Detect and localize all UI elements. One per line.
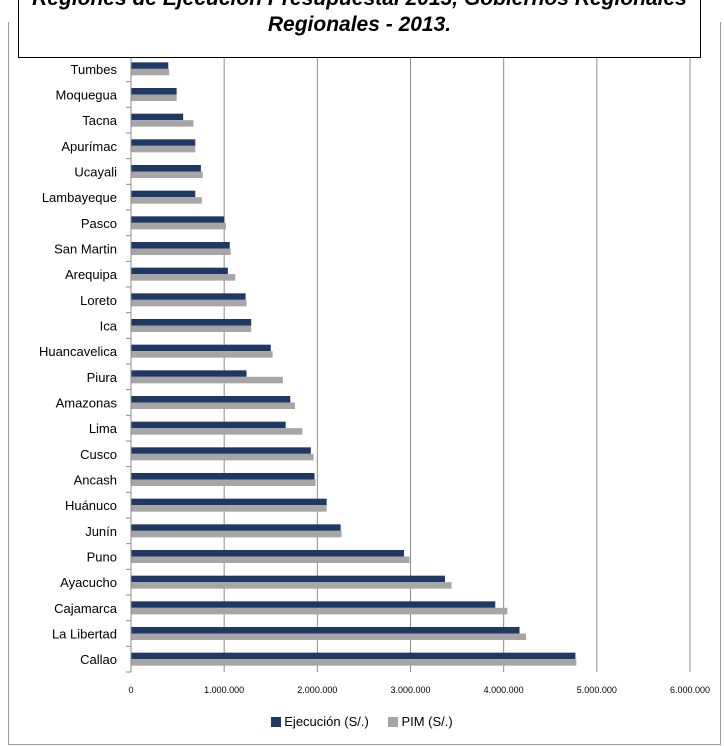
category-label: Callao <box>80 652 117 667</box>
category-label: Arequipa <box>65 267 118 282</box>
legend-item-pim: PIM (S/.) <box>388 714 453 729</box>
category-label: Huancavelica <box>39 344 118 359</box>
bar-ejecucion <box>131 113 184 121</box>
x-tick-label: 3.000.000 <box>390 685 430 695</box>
category-label: Puno <box>87 550 117 565</box>
bar-ejecucion <box>131 447 311 454</box>
bar-ejecucion <box>131 190 196 198</box>
category-label: Apurímac <box>61 139 117 154</box>
category-label: Tumbes <box>71 62 118 77</box>
bar-pim <box>131 402 295 409</box>
category-label: Amazonas <box>56 396 118 411</box>
bar-ejecucion <box>131 319 252 326</box>
x-axis-tick-labels: 0 1.000.000 2.000.000 3.000.000 4.000.000 5.0… <box>128 685 710 695</box>
bar-pim <box>131 505 327 512</box>
chart-title-line-1: Regiones de Ejecución Presupuestal 2013,… <box>19 0 700 11</box>
bar-pim <box>131 582 452 589</box>
bar-pim <box>131 556 410 563</box>
grid-lines <box>223 56 691 672</box>
category-label: Pasco <box>81 216 117 231</box>
x-tick-label: 1.000.000 <box>204 685 244 695</box>
bar-ejecucion <box>131 216 225 223</box>
bar-pim <box>131 479 316 486</box>
x-tick-label: 4.000.000 <box>484 685 524 695</box>
x-tick-label: 0 <box>128 685 133 695</box>
bar-ejecucion <box>131 396 291 403</box>
category-label: Ica <box>100 319 118 334</box>
x-tick-label: 6.000.000 <box>670 685 710 695</box>
category-label: Cusco <box>80 447 117 462</box>
bar-ejecucion <box>131 293 246 300</box>
bar-pim <box>131 171 203 178</box>
bar-pim <box>131 120 194 127</box>
category-label: Ucayali <box>74 165 117 180</box>
category-labels: Tumbes Moquegua Tacna Apurímac Ucayali Lambay… <box>39 55 131 673</box>
bar-ejecucion <box>131 88 177 95</box>
bar-pim <box>131 659 577 666</box>
bar-ejecucion <box>131 575 445 583</box>
bar-pim <box>131 351 273 358</box>
category-label: Junín <box>85 524 117 539</box>
category-label: Cajamarca <box>54 601 118 616</box>
bar-pim <box>131 376 283 384</box>
category-label: Loreto <box>80 293 117 308</box>
bar-pim <box>131 453 314 461</box>
bar-ejecucion <box>131 139 196 146</box>
legend-item-ejecucion: Ejecución (S/.) <box>271 714 369 729</box>
bar-pim <box>131 197 202 204</box>
bar-ejecucion <box>131 601 496 608</box>
legend-swatch-pim <box>388 716 399 727</box>
legend: Ejecución (S/.) PIM (S/.) <box>0 714 724 730</box>
bar-pim <box>131 633 527 640</box>
legend-label-ejecucion: Ejecución (S/.) <box>284 714 369 729</box>
category-label: Piura <box>87 370 118 385</box>
bar-ejecucion <box>131 242 230 249</box>
bar-pim <box>131 68 170 76</box>
bar-ejecucion <box>131 165 201 172</box>
bar-ejecucion <box>131 267 228 275</box>
bar-ejecucion <box>131 473 315 480</box>
bar-ejecucion <box>131 524 341 531</box>
bar-ejecucion <box>131 421 286 429</box>
category-label: Lambayeque <box>42 190 117 205</box>
bar-pim <box>131 530 342 538</box>
category-label: Ancash <box>74 473 117 488</box>
legend-label-pim: PIM (S/.) <box>401 714 453 729</box>
bar-ejecucion <box>131 498 327 506</box>
category-label: Lima <box>89 421 118 436</box>
bar-pim <box>131 94 177 101</box>
bar-ejecucion <box>131 370 247 377</box>
bar-pim <box>131 248 231 255</box>
legend-swatch-ejecucion <box>271 716 282 727</box>
category-label: Huánuco <box>65 498 117 513</box>
bar-ejecucion <box>131 62 169 69</box>
chart-frame <box>8 22 721 745</box>
category-label: La Libertad <box>52 627 117 642</box>
bar-pim <box>131 325 252 332</box>
category-label: Ayacucho <box>60 575 117 590</box>
chart-title-box: Regiones de Ejecución Presupuestal 2013,… <box>18 0 701 58</box>
bar-pim <box>131 299 247 307</box>
bar-pim <box>131 222 227 230</box>
bar-ejecucion <box>131 550 404 557</box>
bar-ejecucion <box>131 344 271 352</box>
chart-title-line-2: Regionales - 2013. <box>267 13 452 36</box>
bar-pim <box>131 145 196 153</box>
x-tick-label: 2.000.000 <box>297 685 337 695</box>
bar-pim <box>131 428 303 435</box>
bar-ejecucion <box>131 652 576 660</box>
bar-pim <box>131 607 508 615</box>
category-label: Moquegua <box>56 88 118 103</box>
x-tick-label: 5.000.000 <box>577 685 617 695</box>
bar-pim <box>131 274 236 281</box>
bar-ejecucion <box>131 627 520 634</box>
category-label: Tacna <box>82 113 117 128</box>
bars <box>131 62 577 666</box>
category-label: San Martin <box>54 242 117 257</box>
